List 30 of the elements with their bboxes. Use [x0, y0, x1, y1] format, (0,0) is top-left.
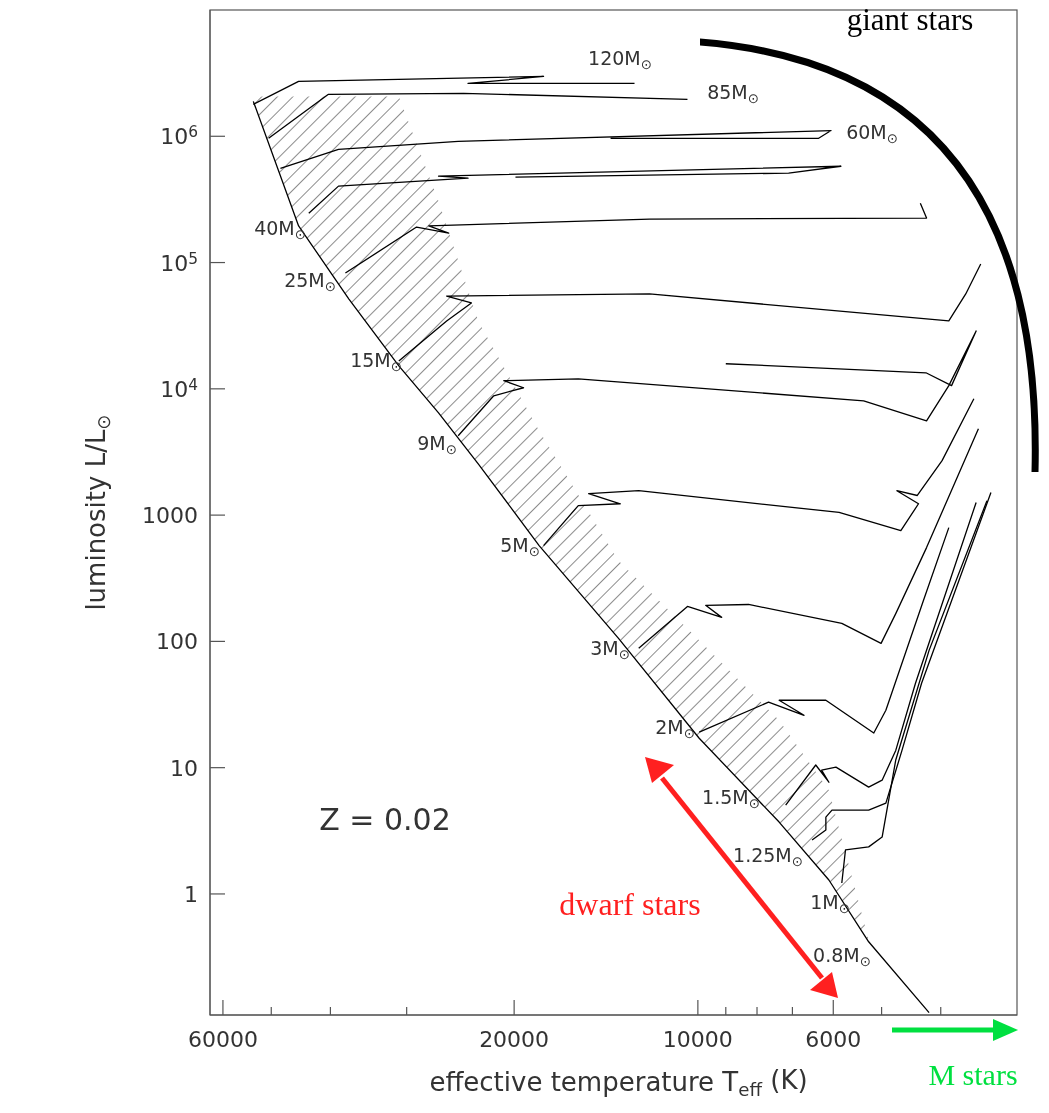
y-tick-label: 10$^{6}$ [160, 123, 198, 150]
x-axis-title: effective temperature T$_{eff}$ (K) [429, 1064, 808, 1101]
annotation: 40M$_{⊙}$ [254, 217, 306, 242]
x-tick-label: 20000 [479, 1027, 550, 1052]
text: M stars [928, 1058, 1018, 1091]
annotation: dwarf stars [559, 886, 701, 922]
annotation: giant stars [846, 2, 974, 37]
y-tick-label: 10 [170, 755, 198, 781]
annotation: 1.5M$_{⊙}$ [702, 786, 760, 811]
annotation: 1.25M$_{⊙}$ [733, 844, 803, 869]
x-tick-label: 6000 [805, 1027, 862, 1052]
annotation: 1M$_{⊙}$ [810, 891, 850, 916]
annotation: 25M$_{⊙}$ [284, 269, 336, 294]
annotation: 2M$_{⊙}$ [655, 716, 695, 741]
annotation: 120M$_{⊙}$ [588, 47, 652, 72]
annotation: 3M$_{⊙}$ [590, 637, 630, 662]
y-tick-label: 1000 [142, 503, 198, 529]
y-tick-label: 10$^{5}$ [160, 249, 198, 276]
y-tick-label: 1 [184, 881, 198, 907]
annotation: 5M$_{⊙}$ [500, 534, 540, 559]
annotation: Z = 0.02 [319, 802, 451, 837]
x-tick-label: 10000 [662, 1027, 733, 1052]
annotation: 9M$_{⊙}$ [417, 432, 457, 457]
annotation: 85M$_{⊙}$ [707, 81, 759, 106]
y-tick-label: 100 [156, 629, 198, 655]
y-tick-label: 10$^{4}$ [160, 375, 198, 402]
x-tick-label: 60000 [187, 1027, 258, 1052]
annotation: 0.8M$_{⊙}$ [813, 944, 871, 969]
annotation: 60M$_{⊙}$ [846, 121, 898, 146]
annotation: 15M$_{⊙}$ [350, 349, 402, 374]
